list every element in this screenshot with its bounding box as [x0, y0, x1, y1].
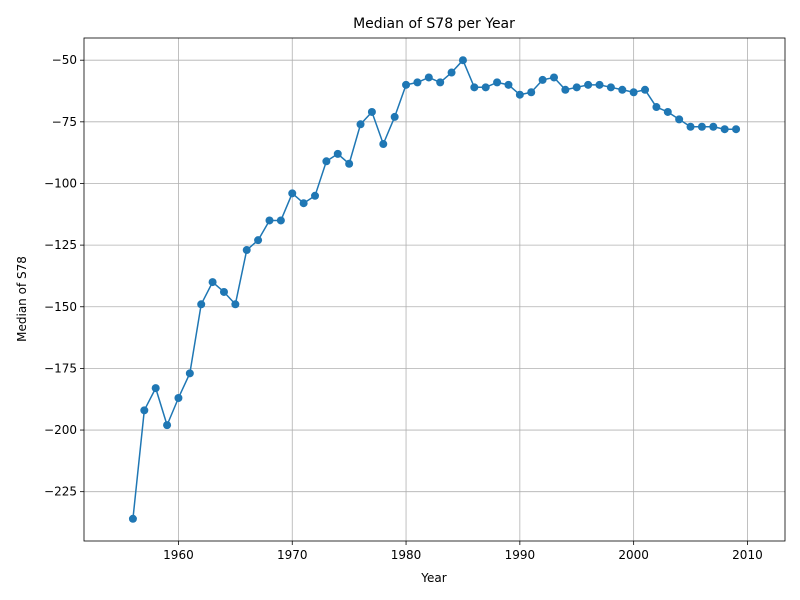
data-point — [572, 83, 581, 92]
data-point — [595, 80, 604, 89]
data-point — [641, 85, 650, 94]
data-point — [276, 216, 285, 225]
data-point — [265, 216, 274, 225]
y-tick-label: −200 — [44, 423, 77, 437]
data-point — [185, 369, 194, 378]
data-point — [242, 246, 251, 255]
data-point — [549, 73, 558, 82]
x-tick-label: 2000 — [618, 548, 649, 562]
data-point — [345, 159, 354, 168]
data-point — [163, 421, 172, 430]
data-point — [197, 300, 206, 309]
plot-frame — [83, 37, 786, 542]
x-tick-label: 1960 — [163, 548, 194, 562]
data-point — [709, 122, 718, 131]
data-point — [675, 115, 684, 124]
data-point — [128, 514, 137, 523]
y-tick-label: −125 — [44, 238, 77, 252]
y-tick-label: −50 — [52, 53, 77, 67]
data-point — [151, 384, 160, 393]
x-tick-label: 1990 — [505, 548, 536, 562]
y-tick-label: −150 — [44, 300, 77, 314]
x-axis-title: Year — [420, 571, 446, 585]
data-point — [447, 68, 456, 77]
data-point — [424, 73, 433, 82]
x-tick-label: 1980 — [391, 548, 422, 562]
data-point — [584, 80, 593, 89]
data-point — [515, 90, 524, 99]
data-point — [174, 393, 183, 402]
data-point — [458, 56, 467, 65]
data-point — [538, 75, 547, 84]
data-point — [527, 88, 536, 97]
data-point — [413, 78, 422, 87]
data-point — [333, 149, 342, 158]
y-tick-label: −100 — [44, 176, 77, 190]
data-point — [686, 122, 695, 131]
data-point — [504, 80, 513, 89]
data-point — [629, 88, 638, 97]
data-point — [470, 83, 479, 92]
series-layer — [128, 56, 741, 523]
data-point — [390, 112, 399, 121]
y-tick-label: −175 — [44, 361, 77, 375]
data-point — [493, 78, 502, 87]
data-point — [402, 80, 411, 89]
x-tick-label: 1970 — [277, 548, 308, 562]
data-point — [618, 85, 627, 94]
data-point — [732, 125, 741, 134]
x-axis-ticks: 1960 1970 1980 1990 2000 2010 — [163, 541, 763, 562]
data-point — [379, 140, 388, 149]
data-point — [606, 83, 615, 92]
data-point — [219, 287, 228, 296]
y-axis-title: Median of S78 — [15, 256, 29, 342]
data-point — [720, 125, 729, 134]
data-point — [356, 120, 365, 129]
data-point — [652, 103, 661, 112]
data-point — [367, 107, 376, 116]
data-point — [322, 157, 331, 166]
data-point — [311, 191, 320, 200]
y-tick-label: −75 — [52, 115, 77, 129]
data-point — [663, 107, 672, 116]
data-point — [288, 189, 297, 198]
y-tick-label: −225 — [44, 485, 77, 499]
data-point — [299, 199, 308, 208]
chart-title: Median of S78 per Year — [353, 16, 515, 32]
data-point — [697, 122, 706, 131]
y-axis-ticks: −225 −200 −175 −150 −125 −100 −75 −50 — [44, 53, 84, 499]
grid-lines — [84, 38, 785, 541]
data-point — [254, 236, 263, 245]
x-tick-label: 2010 — [732, 548, 763, 562]
data-point — [561, 85, 570, 94]
data-point — [481, 83, 490, 92]
data-point — [436, 78, 445, 87]
data-point — [231, 300, 240, 309]
data-point — [208, 278, 217, 287]
data-point — [140, 406, 149, 415]
